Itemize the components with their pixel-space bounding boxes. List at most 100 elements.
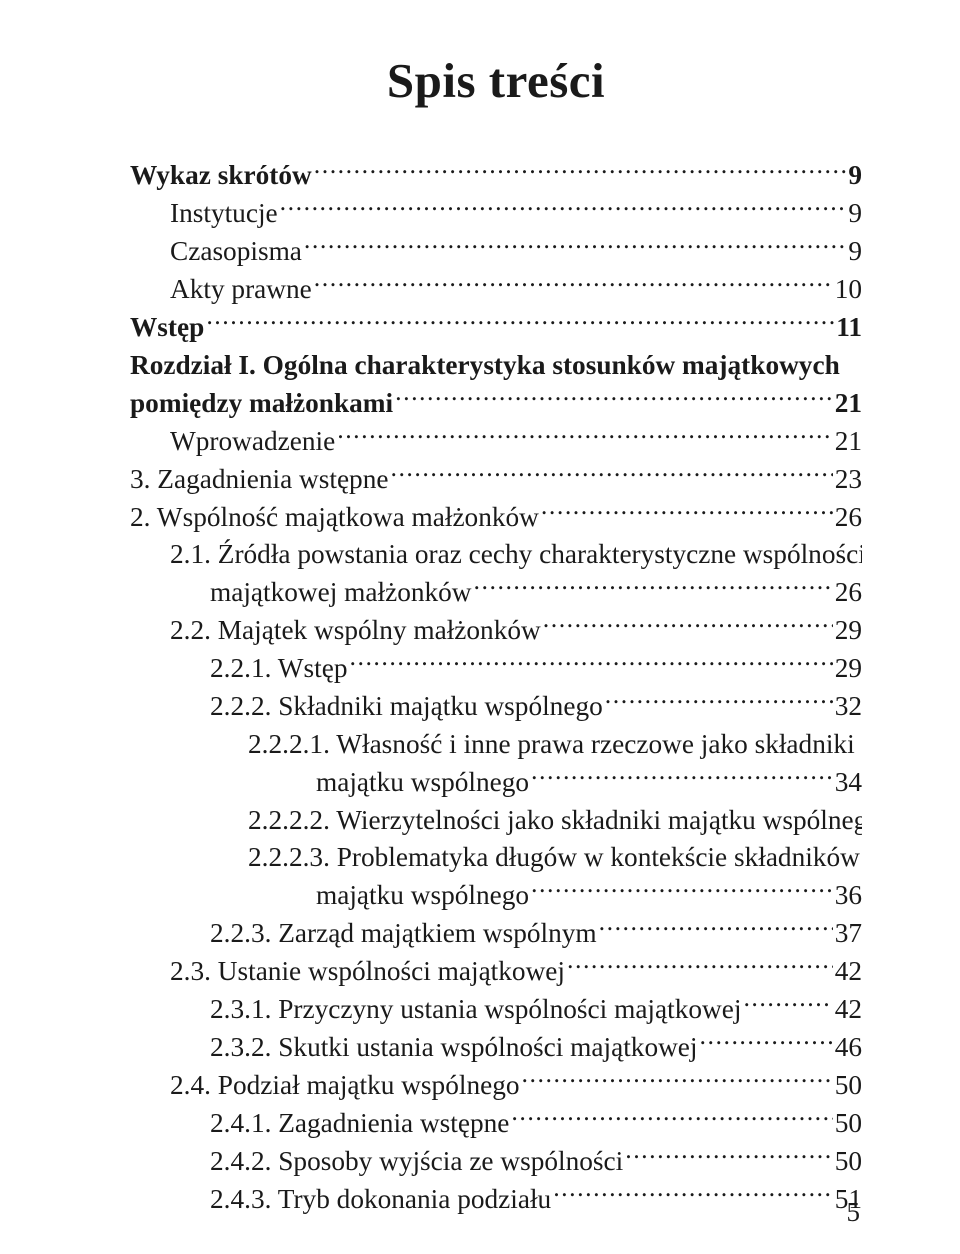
toc-label: 2.2.2.2. Wierzytelności jako składniki m… <box>248 802 862 840</box>
toc-page: 42 <box>835 991 862 1029</box>
toc-page: 11 <box>836 309 862 347</box>
toc-row: 2. Wspólność majątkowa małżonków 26 <box>130 498 862 536</box>
toc-leader <box>206 309 834 336</box>
toc-row: 2.2.1. Wstęp 29 <box>130 650 862 688</box>
toc-label: 2.2.2.1. Własność i inne prawa rzeczowe … <box>248 726 855 764</box>
toc-row: 2.4. Podział majątku wspólnego50 <box>130 1067 862 1105</box>
toc-leader <box>395 384 833 411</box>
toc-label: pomiędzy małżonkami <box>130 385 393 423</box>
toc-label: 2.2.2. Składniki majątku wspólnego <box>210 688 603 726</box>
toc-page: 29 <box>835 612 862 650</box>
toc-leader <box>304 233 846 260</box>
toc-leader <box>314 271 833 298</box>
toc-leader <box>511 1105 832 1132</box>
toc-label: 2.2.2.3. Problematyka długów w kontekści… <box>248 839 860 877</box>
toc-row: 2.2.2.2. Wierzytelności jako składniki m… <box>130 801 862 839</box>
toc-row: 2.2.2. Składniki majątku wspólnego 32 <box>130 688 862 726</box>
toc-row: 2.2.3. Zarząd majątkiem wspólnym 37 <box>130 915 862 953</box>
toc-label: 2.3.1. Przyczyny ustania wspólności mają… <box>210 991 741 1029</box>
toc-label: 3. Zagadnienia wstępne <box>130 461 388 499</box>
toc-label: 2.2.1. Wstęp <box>210 650 347 688</box>
toc-row: majątku wspólnego 34 <box>130 763 862 801</box>
toc-page: 37 <box>835 915 862 953</box>
toc-label: 2.1. Źródła powstania oraz cechy charakt… <box>170 536 862 574</box>
toc-page: 46 <box>835 1029 862 1067</box>
toc-leader <box>390 460 832 487</box>
page-title: Spis treści <box>130 52 862 109</box>
toc-row: Wprowadzenie 21 <box>130 422 862 460</box>
toc-page: 26 <box>835 574 862 612</box>
toc-leader <box>567 953 833 980</box>
toc-page: 9 <box>848 157 862 195</box>
toc-leader <box>337 422 832 449</box>
toc-row: 2.4.1. Zagadnienia wstępne 50 <box>130 1105 862 1143</box>
toc-label: 2.2. Majątek wspólny małżonków <box>170 612 541 650</box>
toc-page: 29 <box>835 650 862 688</box>
toc-leader <box>605 688 833 715</box>
toc-leader <box>625 1143 832 1170</box>
toc-row: 3. Zagadnienia wstępne 23 <box>130 460 862 498</box>
toc-page: 50 <box>835 1067 862 1105</box>
toc-leader <box>349 650 832 677</box>
toc-page: 36 <box>835 877 862 915</box>
toc-leader <box>700 1029 833 1056</box>
toc-page: 50 <box>835 1105 862 1143</box>
toc-leader <box>522 1067 833 1094</box>
toc-page: 10 <box>835 271 862 309</box>
toc-row: 2.3.2. Skutki ustania wspólności majątko… <box>130 1029 862 1067</box>
page: Spis treści Wykaz skrótów9Instytucje9Cza… <box>0 0 960 1254</box>
toc-label: Wstęp <box>130 309 204 347</box>
toc-label: 2.4.1. Zagadnienia wstępne <box>210 1105 509 1143</box>
toc-label: 2.3.2. Skutki ustania wspólności majątko… <box>210 1029 698 1067</box>
toc-row: Instytucje 9 <box>130 195 862 233</box>
toc-page: 42 <box>835 953 862 991</box>
toc-label: Czasopisma <box>170 233 302 271</box>
toc-row: majątkowej małżonków 26 <box>130 574 862 612</box>
toc-row: Czasopisma 9 <box>130 233 862 271</box>
toc-page: 32 <box>835 688 862 726</box>
toc-leader <box>531 763 833 790</box>
toc-row: Akty prawne 10 <box>130 271 862 309</box>
toc-row: Wykaz skrótów 9 <box>130 157 862 195</box>
toc-label: 2. Wspólność majątkowa małżonków <box>130 499 539 537</box>
toc-leader <box>541 498 833 525</box>
toc-leader <box>599 915 833 942</box>
table-of-contents: Wykaz skrótów9Instytucje9Czasopisma9Akty… <box>130 157 862 1219</box>
toc-row: 2.2. Majątek wspólny małżonków 29 <box>130 612 862 650</box>
toc-page: 9 <box>848 233 862 271</box>
toc-leader <box>280 195 847 222</box>
toc-row: 2.3.1. Przyczyny ustania wspólności mają… <box>130 991 862 1029</box>
toc-page: 50 <box>835 1143 862 1181</box>
toc-page: 23 <box>835 461 862 499</box>
toc-label: 2.4.3. Tryb dokonania podziału <box>210 1181 551 1219</box>
toc-row: 2.1. Źródła powstania oraz cechy charakt… <box>130 536 862 574</box>
toc-label: Instytucje <box>170 195 278 233</box>
toc-row: 2.2.2.3. Problematyka długów w kontekści… <box>130 839 862 877</box>
toc-label: Wprowadzenie <box>170 423 335 461</box>
toc-page: 34 <box>835 764 862 802</box>
toc-label: 2.2.3. Zarząd majątkiem wspólnym <box>210 915 597 953</box>
toc-label: 2.3. Ustanie wspólności majątkowej <box>170 953 565 991</box>
toc-leader <box>543 612 833 639</box>
toc-row: Wstęp 11 <box>130 309 862 347</box>
toc-page: 26 <box>835 499 862 537</box>
toc-label: Akty prawne <box>170 271 312 309</box>
toc-label: 2.4.2. Sposoby wyjścia ze wspólności <box>210 1143 623 1181</box>
toc-leader <box>553 1181 833 1208</box>
toc-leader <box>474 574 833 601</box>
toc-label: majątkowej małżonków <box>210 574 472 612</box>
toc-row: 2.3. Ustanie wspólności majątkowej 42 <box>130 953 862 991</box>
toc-label: Wykaz skrótów <box>130 157 312 195</box>
toc-page: 9 <box>848 195 862 233</box>
toc-label: majątku wspólnego <box>316 877 529 915</box>
toc-row: pomiędzy małżonkami 21 <box>130 384 862 422</box>
toc-row: 2.4.2. Sposoby wyjścia ze wspólności 50 <box>130 1143 862 1181</box>
toc-label: Rozdział I. Ogólna charakterystyka stosu… <box>130 347 840 385</box>
toc-row: 2.4.3. Tryb dokonania podziału51 <box>130 1181 862 1219</box>
toc-page: 21 <box>835 385 862 423</box>
toc-page: 21 <box>835 423 862 461</box>
toc-leader <box>314 157 847 184</box>
toc-label: majątku wspólnego <box>316 764 529 802</box>
toc-row: majątku wspólnego 36 <box>130 877 862 915</box>
toc-row: Rozdział I. Ogólna charakterystyka stosu… <box>130 347 862 385</box>
